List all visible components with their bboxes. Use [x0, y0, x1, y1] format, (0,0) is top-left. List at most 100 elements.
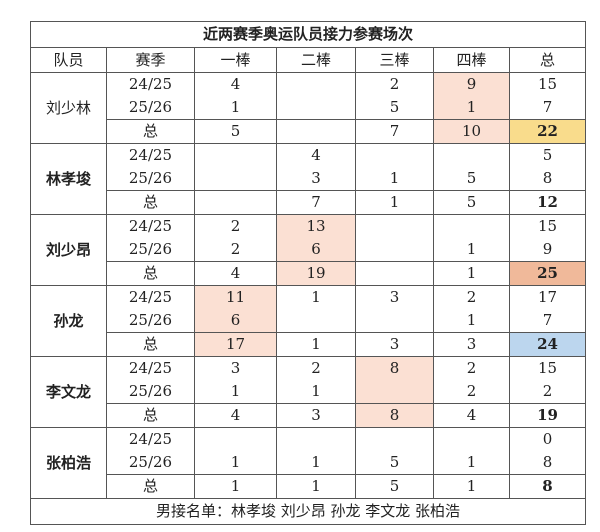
leg3-cell: 8	[355, 356, 434, 380]
player-name: 刘少林	[30, 72, 107, 144]
season-row: 林孝埈 24/25 4 5	[30, 143, 587, 215]
leg4-cell: 1	[433, 96, 510, 120]
leg4-cell: 1	[433, 451, 510, 475]
leg1-cell: 4	[194, 403, 277, 428]
table-title: 近两赛季奥运队员接力参赛场次	[29, 21, 587, 48]
leg1-cell: 1	[194, 451, 277, 475]
leg2-cell	[276, 119, 356, 144]
season-total-cell: 0	[508, 427, 587, 451]
leg3-cell	[355, 214, 434, 238]
leg4-cell: 2	[433, 380, 510, 404]
leg4-cell: 9	[433, 72, 510, 96]
leg4-cell	[433, 214, 510, 238]
total-row: 总 5 7 10 22	[31, 119, 587, 144]
total-row: 总 7 1 5 12	[31, 190, 587, 215]
leg2-cell: 19	[276, 261, 356, 286]
leg1-cell: 4	[194, 72, 277, 96]
season-label: 25/26	[106, 167, 195, 191]
leg1-cell	[194, 167, 277, 191]
total-label: 总	[106, 403, 195, 428]
relay-table: 近两赛季奥运队员接力参赛场次 队员 赛季 一棒 二棒 三棒 四棒 总 刘少林 24…	[29, 21, 587, 525]
leg3-cell: 5	[355, 451, 434, 475]
season-total-cell: 5	[508, 143, 587, 167]
header-leg3: 三棒	[355, 47, 434, 73]
leg4-cell: 2	[433, 356, 510, 380]
header-row: 队员 赛季 一棒 二棒 三棒 四棒 总	[30, 47, 587, 73]
leg4-cell: 5	[433, 190, 510, 215]
leg4-cell: 1	[433, 238, 510, 262]
season-row: 25/26 2 6 1 9	[31, 238, 587, 262]
leg2-cell: 1	[276, 380, 356, 404]
leg3-cell: 5	[355, 96, 434, 120]
header-leg4: 四棒	[433, 47, 510, 73]
season-total-cell: 15	[508, 356, 587, 380]
total-label: 总	[106, 332, 195, 357]
leg1-cell: 2	[194, 238, 277, 262]
total-label: 总	[106, 190, 195, 215]
leg2-cell	[276, 96, 356, 120]
season-total-cell: 17	[508, 285, 587, 309]
leg3-cell	[355, 380, 434, 404]
grand-total-cell: 8	[508, 474, 587, 499]
season-total-cell: 7	[508, 309, 587, 333]
leg1-cell: 1	[194, 474, 277, 499]
leg2-cell: 2	[276, 356, 356, 380]
season-label: 24/25	[106, 72, 195, 96]
header-player: 队员	[30, 47, 107, 73]
total-row: 总 17 1 3 3 24	[31, 332, 587, 357]
leg4-cell: 2	[433, 285, 510, 309]
leg4-cell: 1	[433, 261, 510, 286]
header-total: 总	[508, 47, 587, 73]
total-label: 总	[106, 261, 195, 286]
season-label: 25/26	[106, 96, 195, 120]
player-name: 林孝埈	[30, 143, 107, 215]
player-name: 李文龙	[30, 356, 107, 428]
leg2-cell: 3	[276, 403, 356, 428]
season-row: 25/26 1 5 1 7	[31, 96, 587, 120]
leg1-cell: 11	[194, 285, 277, 309]
leg2-cell: 4	[276, 143, 356, 167]
leg3-cell: 3	[355, 332, 434, 357]
season-row: 25/26 6 1 7	[31, 309, 587, 333]
header-leg1: 一棒	[194, 47, 277, 73]
leg1-cell: 4	[194, 261, 277, 286]
season-row: 刘少林 24/25 4 2 9 15	[30, 72, 587, 144]
leg4-cell: 3	[433, 332, 510, 357]
leg3-cell	[355, 261, 434, 286]
grand-total-cell: 22	[508, 119, 587, 144]
leg2-cell	[276, 309, 356, 333]
header-season: 赛季	[106, 47, 195, 73]
season-total-cell: 8	[508, 167, 587, 191]
season-row: 李文龙 24/25 3 2 8 2 15	[30, 356, 587, 428]
season-total-cell: 8	[508, 451, 587, 475]
leg3-cell	[355, 427, 434, 451]
total-label: 总	[106, 474, 195, 499]
leg3-cell: 5	[355, 474, 434, 499]
season-row: 25/26 3 1 5 8	[31, 167, 587, 191]
leg1-cell: 2	[194, 214, 277, 238]
season-label: 24/25	[106, 285, 195, 309]
player-name: 张柏浩	[30, 427, 107, 499]
season-total-cell: 2	[508, 380, 587, 404]
season-label: 25/26	[106, 238, 195, 262]
leg2-cell: 1	[276, 285, 356, 309]
header-leg2: 二棒	[276, 47, 356, 73]
leg4-cell	[433, 143, 510, 167]
total-label: 总	[106, 119, 195, 144]
leg3-cell: 3	[355, 285, 434, 309]
leg3-cell: 1	[355, 167, 434, 191]
grand-total-cell: 12	[508, 190, 587, 215]
leg3-cell: 7	[355, 119, 434, 144]
leg1-cell	[194, 190, 277, 215]
leg1-cell	[194, 427, 277, 451]
leg1-cell: 5	[194, 119, 277, 144]
leg1-cell: 1	[194, 96, 277, 120]
leg2-cell: 1	[276, 474, 356, 499]
leg4-cell: 1	[433, 309, 510, 333]
leg4-cell: 5	[433, 167, 510, 191]
leg2-cell	[276, 427, 356, 451]
leg2-cell: 3	[276, 167, 356, 191]
leg2-cell: 7	[276, 190, 356, 215]
season-total-cell: 7	[508, 96, 587, 120]
total-row: 总 4 19 1 25	[31, 261, 587, 286]
